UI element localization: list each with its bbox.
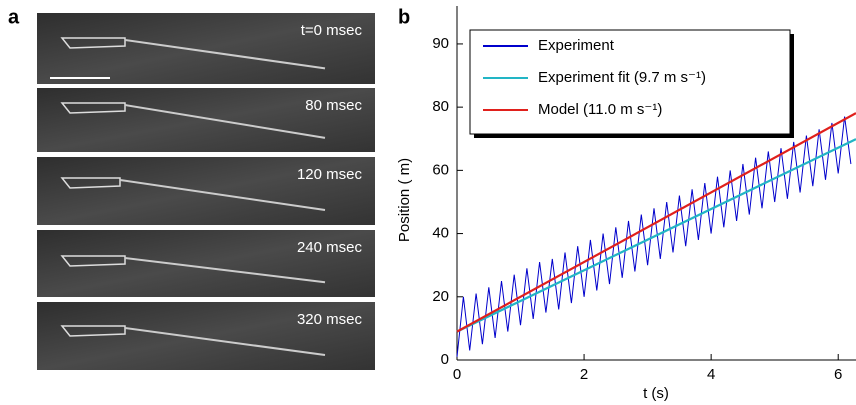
x-tick-label: 4 [707,366,715,383]
y-tick-label: 80 [432,98,449,115]
series-line [456,116,852,357]
pipette [60,255,126,267]
pipette [60,102,126,114]
x-tick-label: 0 [453,366,461,383]
panel-letter: a [8,6,20,28]
frame-label: 80 msec [305,97,362,114]
series-line [456,138,856,333]
y-tick-label: 20 [432,288,449,305]
frame-label: t=0 msec [301,22,363,39]
legend-label: Experiment fit (9.7 m s⁻¹) [538,69,706,86]
microscopy-frame [37,230,375,297]
filament [124,327,326,357]
frame-label: 120 msec [297,166,363,183]
pipette [60,177,121,189]
legend-label: Experiment [538,37,615,54]
x-tick-label: 6 [834,366,842,383]
frame-label: 320 msec [297,311,363,328]
filament [119,179,326,212]
pipette [60,37,126,49]
microscopy-frame [37,13,375,84]
image-panel: t=0 msec 80 msec 120 msec 240 msec 320 msec [37,13,375,370]
microscopy-frame [37,157,375,225]
pipette [60,325,126,337]
panel-letter: b [398,6,410,28]
legend-box [469,29,791,135]
x-tick-label: 2 [580,366,588,383]
legend-label: Model (11.0 m s⁻¹) [538,101,662,118]
y-tick-label: 90 [432,35,449,52]
microscopy-frame [37,302,375,370]
microscopy-frame [37,88,375,152]
filament [124,257,326,284]
series-line [456,112,856,333]
y-tick-label: 40 [432,225,449,242]
y-axis-label: Position ( m) [396,158,413,242]
filament [124,39,326,70]
filament [124,104,326,139]
y-tick-label: 60 [432,161,449,178]
frame-label: 240 msec [297,239,363,256]
x-axis-label: t (s) [643,385,669,402]
y-tick-label: 0 [441,351,449,368]
